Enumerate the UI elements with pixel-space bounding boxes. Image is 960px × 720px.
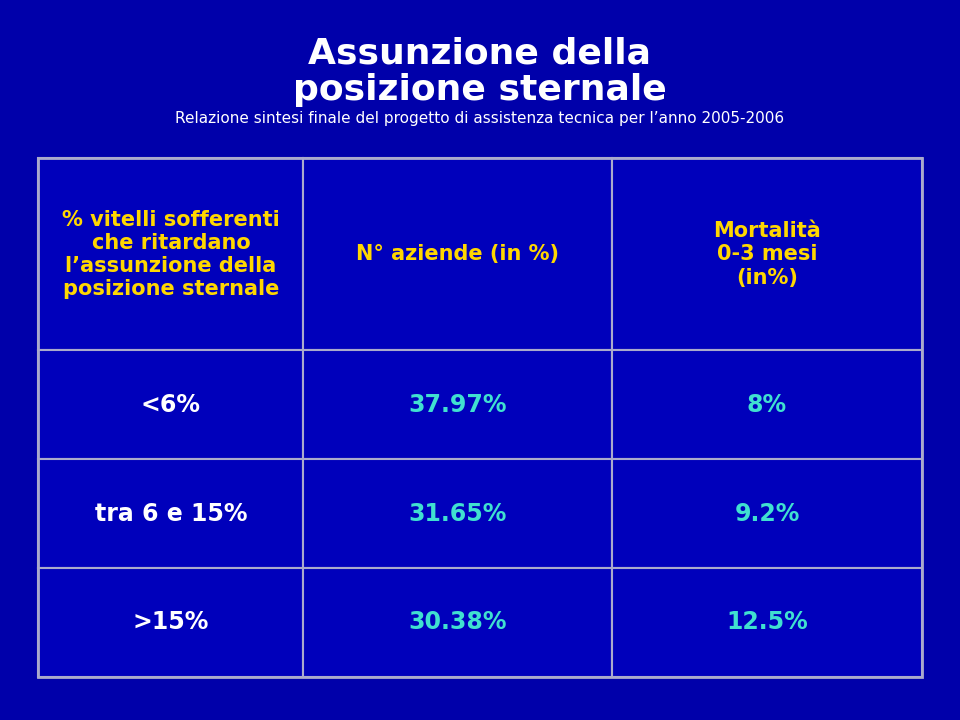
Text: 8%: 8% (747, 392, 787, 417)
Bar (303, 568, 612, 677)
Text: >15%: >15% (132, 611, 209, 634)
Text: 9.2%: 9.2% (734, 502, 800, 526)
Text: N° aziende (in %): N° aziende (in %) (356, 244, 560, 264)
Bar (612, 158, 922, 350)
Bar (38, 158, 922, 677)
Text: <6%: <6% (141, 392, 201, 417)
Bar (303, 158, 612, 350)
Text: 31.65%: 31.65% (409, 502, 507, 526)
Text: 37.97%: 37.97% (409, 392, 507, 417)
Bar (612, 568, 922, 677)
Bar (38, 158, 303, 350)
Bar (38, 568, 303, 677)
Text: 30.38%: 30.38% (409, 611, 507, 634)
Text: 12.5%: 12.5% (726, 611, 808, 634)
Text: % vitelli sofferenti
che ritardano
l’assunzione della
posizione sternale: % vitelli sofferenti che ritardano l’ass… (62, 210, 279, 299)
Bar (303, 459, 612, 568)
Bar (612, 459, 922, 568)
Text: tra 6 e 15%: tra 6 e 15% (95, 502, 247, 526)
Bar (303, 350, 612, 459)
Text: Assunzione della: Assunzione della (308, 37, 652, 71)
Text: Relazione sintesi finale del progetto di assistenza tecnica per l’anno 2005-2006: Relazione sintesi finale del progetto di… (176, 112, 784, 126)
Bar (612, 350, 922, 459)
Bar (38, 350, 303, 459)
Text: Mortalità
0-3 mesi
(in%): Mortalità 0-3 mesi (in%) (713, 221, 821, 287)
Bar (38, 459, 303, 568)
Text: posizione sternale: posizione sternale (293, 73, 667, 107)
